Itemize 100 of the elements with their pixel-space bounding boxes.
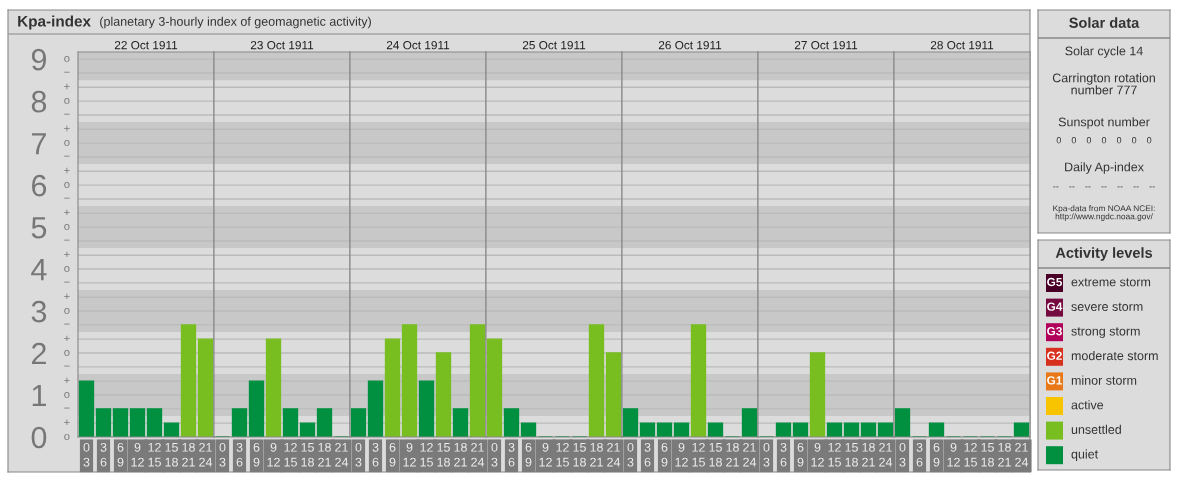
text: Daily Ap-index bbox=[1065, 162, 1144, 174]
y-tick-label: 1 bbox=[32, 385, 46, 407]
x-tick-label: 12 15 bbox=[420, 442, 433, 467]
category-label: minor storm bbox=[1071, 375, 1137, 385]
text: + bbox=[64, 419, 70, 426]
x-tick-label: 3 6 bbox=[236, 442, 243, 467]
chart-title: 22 Oct 1911 bbox=[114, 40, 178, 50]
x-tick-label: 6 9 bbox=[661, 442, 668, 467]
x-tick-label: 18 21 bbox=[998, 442, 1011, 467]
text: -- -- -- -- -- -- -- bbox=[1053, 186, 1155, 188]
x-tick-label: 12 15 bbox=[692, 442, 705, 467]
text: − bbox=[64, 155, 70, 157]
text: G5 bbox=[1047, 277, 1063, 287]
x-tick-label: 12 15 bbox=[828, 442, 841, 467]
text: o bbox=[64, 223, 70, 231]
x-tick-label: 15 18 bbox=[709, 443, 722, 467]
text: + bbox=[64, 251, 70, 258]
text: Sunspot number bbox=[1058, 117, 1150, 129]
text: + bbox=[64, 377, 70, 384]
x-tick-label: 21 24 bbox=[1015, 442, 1029, 467]
text: − bbox=[64, 239, 70, 241]
chart-title: 23 Oct 1911 bbox=[250, 40, 314, 50]
text: 0 0 0 0 0 0 0 bbox=[1056, 137, 1152, 144]
x-tick-label: 18 21 bbox=[454, 442, 467, 467]
text: Carrington rotation number 777 bbox=[1052, 73, 1155, 95]
text: + bbox=[64, 83, 70, 90]
y-tick-label: 2 bbox=[31, 342, 46, 365]
category-label: severe storm bbox=[1071, 302, 1143, 311]
text: o bbox=[64, 307, 70, 315]
chart-title: 27 Oct 1911 bbox=[794, 40, 858, 50]
text: + bbox=[64, 335, 70, 342]
y-tick-label: 3 bbox=[31, 300, 47, 323]
x-tick-label: 9 12 bbox=[539, 442, 552, 467]
x-tick-label: 6 9 bbox=[933, 442, 940, 467]
x-tick-label: 3 6 bbox=[508, 442, 515, 467]
x-tick-label: 0 3 bbox=[355, 442, 362, 467]
text: Activity levels bbox=[1055, 247, 1153, 261]
y-tick-label: 7 bbox=[32, 133, 46, 155]
y-tick-label: 9 bbox=[31, 48, 46, 71]
text: + bbox=[64, 125, 70, 132]
text: G2 bbox=[1047, 351, 1062, 360]
x-tick-label: 9 12 bbox=[131, 442, 144, 467]
x-tick-label: 3 6 bbox=[916, 442, 923, 467]
text: Solar data bbox=[1069, 17, 1140, 28]
text: − bbox=[64, 407, 70, 409]
text: o bbox=[64, 181, 70, 189]
text: (planetary 3-hourly index of geomagnetic activity) bbox=[100, 16, 371, 29]
x-tick-label: 15 18 bbox=[301, 443, 314, 467]
text: o bbox=[64, 349, 70, 357]
text: G3 bbox=[1047, 327, 1062, 336]
text: − bbox=[64, 323, 70, 325]
chart-title: 26 Oct 1911 bbox=[658, 40, 722, 50]
text: o bbox=[64, 433, 70, 440]
x-tick-label: 3 6 bbox=[100, 442, 107, 467]
category-label: active bbox=[1071, 400, 1104, 410]
x-tick-label: 21 24 bbox=[199, 442, 213, 467]
x-tick-label: 15 18 bbox=[165, 443, 178, 467]
x-tick-label: 0 3 bbox=[491, 442, 498, 467]
x-tick-label: 9 12 bbox=[947, 442, 960, 467]
text: o bbox=[64, 140, 70, 147]
category-label: quiet bbox=[1071, 449, 1099, 462]
x-tick-label: 12 15 bbox=[556, 442, 569, 467]
x-tick-label: 3 6 bbox=[372, 442, 379, 467]
text: Solar cycle 14 bbox=[1065, 46, 1143, 58]
x-tick-label: 6 9 bbox=[253, 442, 260, 467]
x-tick-label: 18 21 bbox=[590, 442, 603, 467]
text: o bbox=[64, 265, 70, 273]
x-tick-label: 0 3 bbox=[627, 442, 634, 467]
text: + bbox=[64, 209, 70, 216]
category-label: strong storm bbox=[1071, 327, 1140, 339]
chart-title: 28 Oct 1911 bbox=[930, 40, 994, 50]
x-tick-label: 12 15 bbox=[284, 442, 297, 467]
x-tick-label: 18 21 bbox=[182, 442, 195, 467]
text: Kpa-data from NOAA NCEI: http://www.ngdc.noaa.gov/ bbox=[1053, 205, 1155, 221]
y-tick-label: 0 bbox=[31, 426, 47, 449]
y-tick-label: 5 bbox=[31, 217, 47, 239]
x-tick-label: 12 15 bbox=[964, 442, 977, 467]
x-tick-label: 0 3 bbox=[763, 442, 770, 467]
x-tick-label: 15 18 bbox=[573, 443, 586, 467]
y-tick-label: 8 bbox=[31, 90, 47, 113]
x-tick-label: 21 24 bbox=[471, 442, 485, 467]
x-tick-label: 6 9 bbox=[117, 442, 124, 467]
x-tick-label: 12 15 bbox=[148, 442, 161, 467]
text: o bbox=[64, 98, 70, 105]
x-tick-label: 9 12 bbox=[267, 442, 280, 467]
x-tick-label: 3 6 bbox=[644, 442, 651, 467]
chart-title: 25 Oct 1911 bbox=[522, 40, 586, 50]
x-tick-label: 6 9 bbox=[389, 442, 396, 467]
text: + bbox=[64, 167, 70, 174]
x-tick-label: 21 24 bbox=[879, 442, 893, 467]
x-tick-label: 15 18 bbox=[981, 443, 994, 467]
x-tick-label: 0 3 bbox=[219, 442, 226, 467]
text: − bbox=[64, 281, 70, 283]
text: G4 bbox=[1047, 302, 1063, 311]
x-tick-label: 21 24 bbox=[607, 442, 621, 467]
x-tick-label: 6 9 bbox=[525, 442, 532, 467]
text: − bbox=[64, 365, 70, 367]
text: − bbox=[64, 197, 70, 199]
x-tick-label: 6 9 bbox=[797, 442, 804, 467]
x-tick-label: 18 21 bbox=[318, 442, 331, 467]
